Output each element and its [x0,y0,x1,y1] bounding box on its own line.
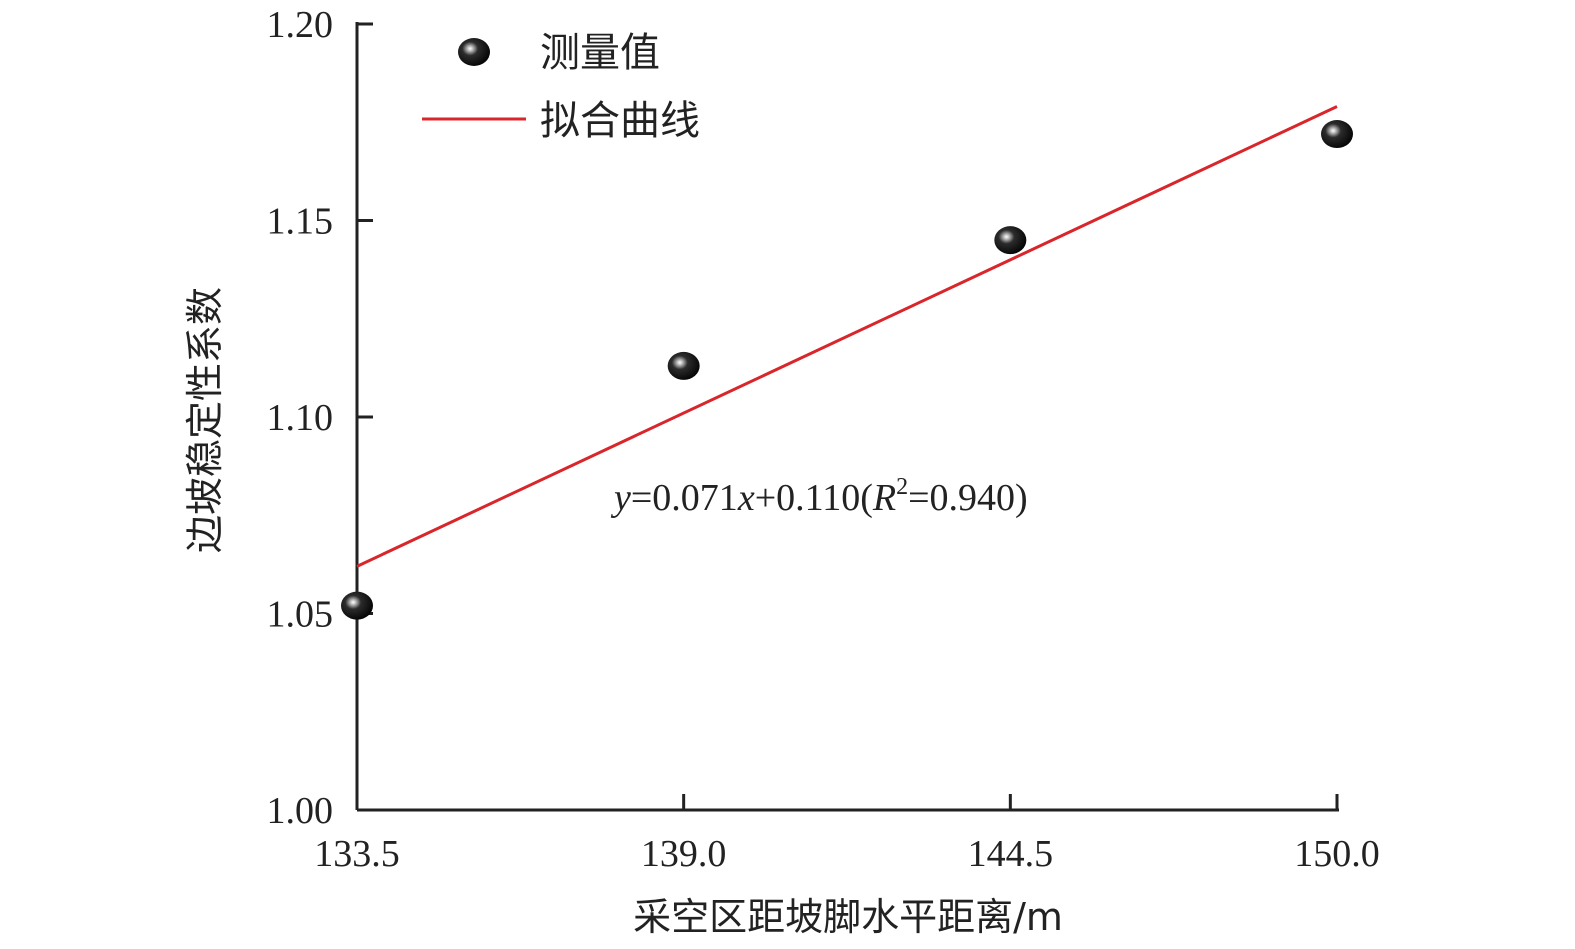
legend-label-measured: 测量值 [540,30,660,76]
y-axis-title: 边坡稳定性系数 [183,287,227,553]
data-point [667,351,700,380]
eq-x-var: x [737,477,755,519]
y-tick-label: 1.10 [267,397,334,439]
data-point [341,591,373,620]
y-tick-label: 1.15 [267,201,334,243]
data-point [1321,120,1353,149]
x-tick-label: 133.5 [314,833,400,875]
y-tick-label: 1.05 [267,594,334,636]
point-layer [341,120,1353,620]
eq-y-var: y [610,477,631,519]
eq-r-var: R [872,477,896,519]
eq-slope: =0.071 [631,477,738,519]
x-tick-label: 144.5 [968,833,1054,875]
fit-line-layer [356,105,1338,568]
legend: 测量值 拟合曲线 [422,30,700,144]
x-axis-title: 采空区距坡脚水平距离/m [633,895,1063,939]
x-tick-label: 139.0 [641,833,727,875]
axes: 1.00 1.05 1.10 1.15 1.20 133.5 139.0 144.5 150.… [267,4,1380,875]
fit-line [356,105,1338,568]
legend-label-fit: 拟合曲线 [540,98,700,144]
legend-item-fit: 拟合曲线 [422,98,700,144]
y-ticks: 1.00 1.05 1.10 1.15 1.20 [267,4,373,832]
y-tick-label: 1.20 [267,4,334,46]
legend-item-measured: 测量值 [458,30,660,76]
legend-marker-measured [458,38,490,66]
x-tick-label: 150.0 [1294,833,1380,875]
eq-r-sup: 2 [896,474,908,500]
x-ticks: 133.5 139.0 144.5 150.0 [314,794,1380,875]
eq-intercept: +0.110( [755,477,873,519]
data-point [994,226,1027,255]
fit-equation: y=0.071x+0.110(R2=0.940) [610,474,1028,519]
eq-r-value: =0.940) [908,477,1028,519]
y-tick-label: 1.00 [267,790,334,832]
